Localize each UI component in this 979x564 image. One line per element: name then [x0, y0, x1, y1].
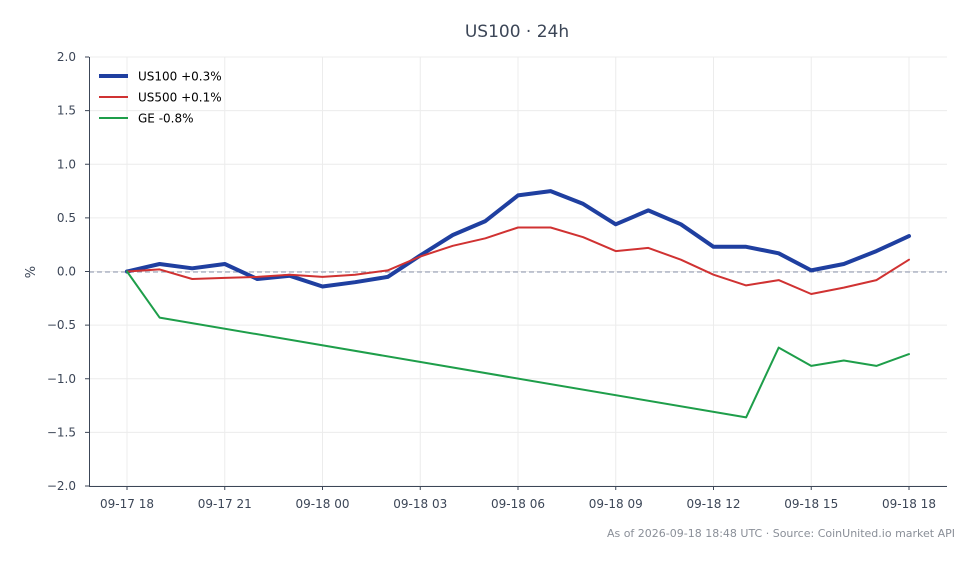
x-tick-label: 09-17 18 [100, 497, 154, 511]
x-tick-label: 09-18 15 [784, 497, 838, 511]
legend-label-1: US100 +0.3% [138, 70, 222, 84]
x-tick-label: 09-18 06 [491, 497, 545, 511]
y-ticks: 2.0 1.5 1.0 0.5 0.0 −0.5 −1.0 −1.5 −2.0 [47, 50, 89, 493]
y-axis-label: % [24, 266, 39, 278]
x-tick-label: 09-18 09 [589, 497, 643, 511]
series-layer [125, 189, 911, 419]
y-tick-label: −0.5 [47, 318, 76, 332]
x-tick-label: 09-18 03 [393, 497, 447, 511]
x-tick-label: 09-18 18 [882, 497, 936, 511]
x-ticks: 09-17 18 09-17 21 09-18 00 09-18 03 09-18 06… [100, 486, 936, 511]
series-line-2 [126, 226, 910, 295]
y-tick-label: −1.5 [47, 425, 76, 439]
y-tick-label: 0.0 [57, 265, 76, 279]
legend-label-3: GE -0.8% [138, 112, 194, 126]
y-tick-label: 1.0 [57, 157, 76, 171]
chart-title: US100 · 24h [465, 22, 569, 42]
legend: US100 +0.3% US500 +0.1% GE -0.8% [99, 70, 222, 126]
x-tick-label: 09-18 00 [296, 497, 350, 511]
x-tick-label: 09-18 12 [687, 497, 741, 511]
series-line-3 [126, 270, 910, 419]
legend-label-2: US500 +0.1% [138, 91, 222, 105]
y-tick-label: 0.5 [57, 211, 76, 225]
source-footnote: As of 2026-09-18 18:48 UTC · Source: Coi… [606, 527, 955, 540]
y-tick-label: −2.0 [47, 479, 76, 493]
x-tick-label: 09-17 21 [198, 497, 252, 511]
series-line-1 [125, 189, 911, 289]
y-tick-label: 2.0 [57, 50, 76, 64]
y-tick-label: −1.0 [47, 372, 76, 386]
y-tick-label: 1.5 [57, 104, 76, 118]
